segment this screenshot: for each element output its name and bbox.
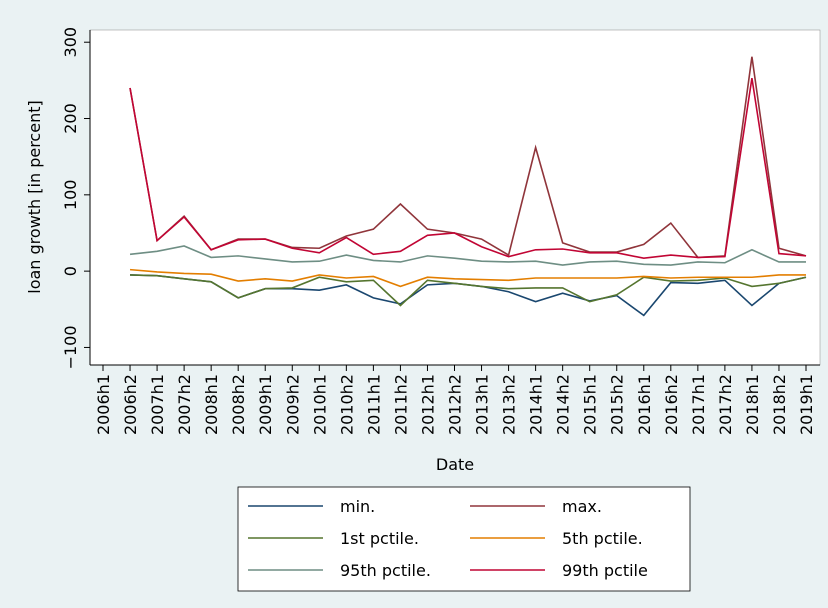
series-line bbox=[129, 268, 806, 288]
x-tick-label: 2008h2 bbox=[229, 374, 248, 435]
x-tick-label: 2016h1 bbox=[635, 374, 654, 435]
x-tick-label: 2015h1 bbox=[581, 374, 600, 435]
legend-label: 99th pctile bbox=[562, 561, 648, 580]
y-axis-title: loan growth [in percent] bbox=[25, 100, 44, 293]
legend-label: 1st pctile. bbox=[340, 529, 419, 548]
plot-area bbox=[89, 29, 821, 366]
legend-label: max. bbox=[562, 497, 602, 516]
x-tick-label: 2014h1 bbox=[527, 374, 546, 435]
legend-label: 5th pctile. bbox=[562, 529, 643, 548]
y-tick-label: 100 bbox=[61, 180, 80, 211]
series-line bbox=[129, 245, 806, 266]
x-axis-title: Date bbox=[436, 455, 474, 474]
series-line bbox=[129, 77, 807, 259]
x-tick-label: 2016h2 bbox=[662, 374, 681, 435]
x-tick-label: 2015h2 bbox=[608, 374, 627, 435]
x-tick-label: 2008h1 bbox=[202, 374, 221, 435]
x-tick-label: 2011h2 bbox=[391, 374, 410, 435]
legend-label: 95th pctile. bbox=[340, 561, 431, 580]
x-tick-label: 2012h2 bbox=[446, 374, 465, 435]
x-tick-label: 2013h1 bbox=[473, 374, 492, 435]
x-tick-label: 2017h1 bbox=[689, 374, 708, 435]
x-tick-label: 2012h1 bbox=[418, 374, 437, 435]
y-tick-label: 200 bbox=[61, 103, 80, 134]
legend bbox=[237, 486, 691, 592]
x-tick-label: 2010h1 bbox=[310, 374, 329, 435]
legend-label: min. bbox=[340, 497, 375, 516]
x-tick-label: 2017h2 bbox=[716, 374, 735, 435]
x-tick-label: 2009h2 bbox=[283, 374, 302, 435]
x-tick-label: 2009h1 bbox=[256, 374, 275, 435]
x-tick-label: 2007h2 bbox=[175, 374, 194, 435]
x-tick-label: 2014h2 bbox=[554, 374, 573, 435]
x-tick-label: 2011h1 bbox=[364, 374, 383, 435]
x-tick-label: 2010h2 bbox=[337, 374, 356, 435]
y-tick-label: 300 bbox=[61, 27, 80, 58]
x-tick-label: 2018h1 bbox=[743, 374, 762, 435]
x-tick-label: 2018h2 bbox=[770, 374, 789, 435]
series-line bbox=[130, 274, 807, 307]
x-tick-label: 2006h1 bbox=[94, 374, 113, 435]
y-tick-label: −100 bbox=[61, 325, 80, 369]
y-tick-label: 0 bbox=[61, 266, 80, 276]
x-tick-label: 2013h2 bbox=[500, 374, 519, 435]
x-tick-label: 2006h2 bbox=[121, 374, 140, 435]
x-tick-label: 2007h1 bbox=[148, 374, 167, 435]
x-tick-label: 2019h1 bbox=[797, 374, 816, 435]
